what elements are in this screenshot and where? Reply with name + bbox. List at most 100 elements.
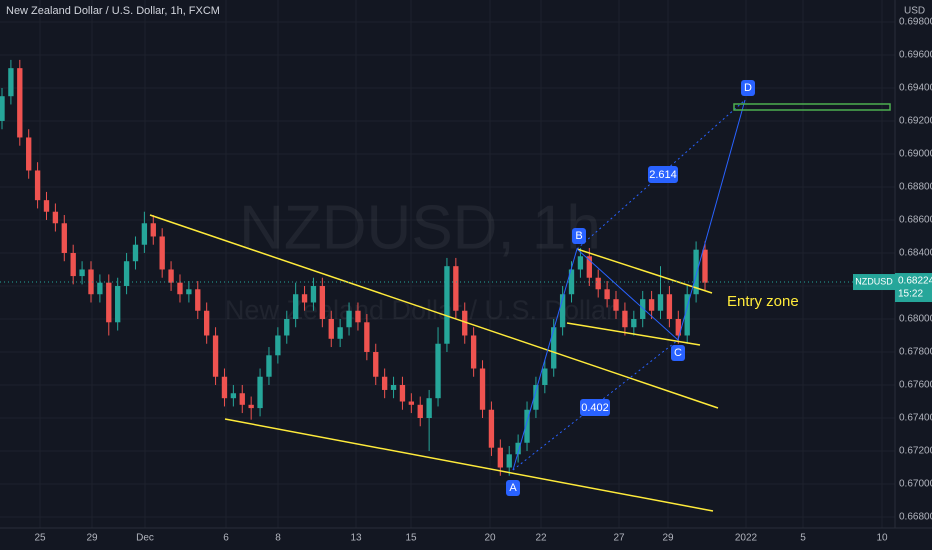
x-tick-label: 10 <box>876 533 888 544</box>
candles <box>0 59 708 476</box>
candle-body <box>444 266 450 344</box>
candle-body <box>497 447 503 468</box>
x-tick-label: 8 <box>275 533 281 544</box>
x-tick-label: 29 <box>86 533 98 544</box>
y-tick-label: 0.68600 <box>899 215 932 226</box>
candle-body <box>97 282 103 295</box>
candle-body <box>106 282 112 323</box>
drawings <box>149 99 891 512</box>
ratio-box <box>580 399 610 416</box>
price-tag <box>895 273 932 303</box>
x-tick-label: 25 <box>34 533 46 544</box>
candle-body <box>435 343 441 399</box>
candle-body <box>488 409 495 448</box>
candle-body <box>559 294 566 328</box>
candle-body <box>506 454 512 468</box>
candle-body <box>319 285 326 319</box>
candle-body <box>666 294 673 319</box>
candle-body <box>212 335 219 377</box>
candle-body <box>301 294 308 303</box>
y-tick-label: 0.67400 <box>899 413 932 424</box>
candle-body <box>586 256 592 278</box>
pattern-line <box>512 99 746 471</box>
candle-body <box>88 269 94 295</box>
candle-body <box>640 299 646 319</box>
candle-body <box>257 376 263 409</box>
x-tick-label: 15 <box>405 533 417 544</box>
candle-body <box>141 223 148 245</box>
candle-body <box>551 327 557 369</box>
watermark: NZDUSD, 1h <box>239 193 601 262</box>
y-tick-label: 0.69800 <box>899 17 932 28</box>
x-tick-label: 20 <box>484 533 496 544</box>
candle-body <box>604 289 610 300</box>
x-tick-label: Dec <box>136 533 154 544</box>
candle-body <box>292 294 299 319</box>
candle-body <box>186 289 192 295</box>
candle-body <box>275 335 281 356</box>
candle-body <box>613 299 619 311</box>
candle-body <box>8 68 14 97</box>
trend-line <box>576 248 713 294</box>
candle-body <box>648 299 655 311</box>
y-tick-label: 0.67200 <box>899 446 932 457</box>
y-tick-label: 0.69000 <box>899 149 932 160</box>
candle-body <box>177 282 183 295</box>
candle-body <box>230 393 237 399</box>
candle-body <box>622 310 628 328</box>
label-box <box>506 480 520 496</box>
candle-body <box>221 376 228 399</box>
y-tick-label: 0.68000 <box>899 314 932 325</box>
candle-body <box>417 404 423 418</box>
y-tick-label: 0.69600 <box>899 50 932 61</box>
symbol-tag <box>853 274 895 291</box>
candle-body <box>26 137 32 171</box>
point-label: C <box>674 347 682 359</box>
candle-body <box>123 261 130 286</box>
entry-label: Entry zone <box>727 293 799 310</box>
candle-body <box>568 269 575 295</box>
x-tick-label: 27 <box>613 533 625 544</box>
candle-body <box>159 236 165 270</box>
candle-body <box>399 384 406 402</box>
label-box <box>671 345 685 361</box>
x-tick-label: 2022 <box>735 533 758 544</box>
candle-body <box>426 398 432 418</box>
candle-body <box>373 351 379 377</box>
candle-body <box>34 170 41 201</box>
candle-body <box>79 269 85 277</box>
y-tick-label: 0.69200 <box>899 116 932 127</box>
y-tick-label: 0.67800 <box>899 347 932 358</box>
trend-line <box>149 214 719 409</box>
candle-body <box>43 200 50 212</box>
y-tick-label: 0.67000 <box>899 479 932 490</box>
candle-body <box>355 310 361 323</box>
candle-body <box>479 368 486 410</box>
candle-body <box>168 269 174 283</box>
candle-body <box>150 223 156 237</box>
y-tick-label: 0.69400 <box>899 83 932 94</box>
candle-body <box>239 393 245 405</box>
candle-body <box>595 277 601 290</box>
candle-body <box>284 318 290 336</box>
y-tick-label: 0.66800 <box>899 512 932 523</box>
candle-body <box>310 285 317 303</box>
point-label: B <box>575 230 582 242</box>
x-tick-label: 6 <box>223 533 229 544</box>
trend-line <box>224 418 714 512</box>
candle-body <box>17 68 23 138</box>
candle-body <box>381 376 388 390</box>
candle-body <box>115 285 121 323</box>
candle-body <box>577 256 584 270</box>
candle-body <box>631 318 637 328</box>
point-label: D <box>744 82 752 94</box>
candle-body <box>248 404 254 409</box>
candle-body <box>542 368 548 385</box>
candle-body <box>533 384 539 410</box>
candle-body <box>204 310 210 336</box>
candle-body <box>61 223 67 253</box>
candle-body <box>470 335 477 369</box>
candle-body <box>70 252 76 277</box>
